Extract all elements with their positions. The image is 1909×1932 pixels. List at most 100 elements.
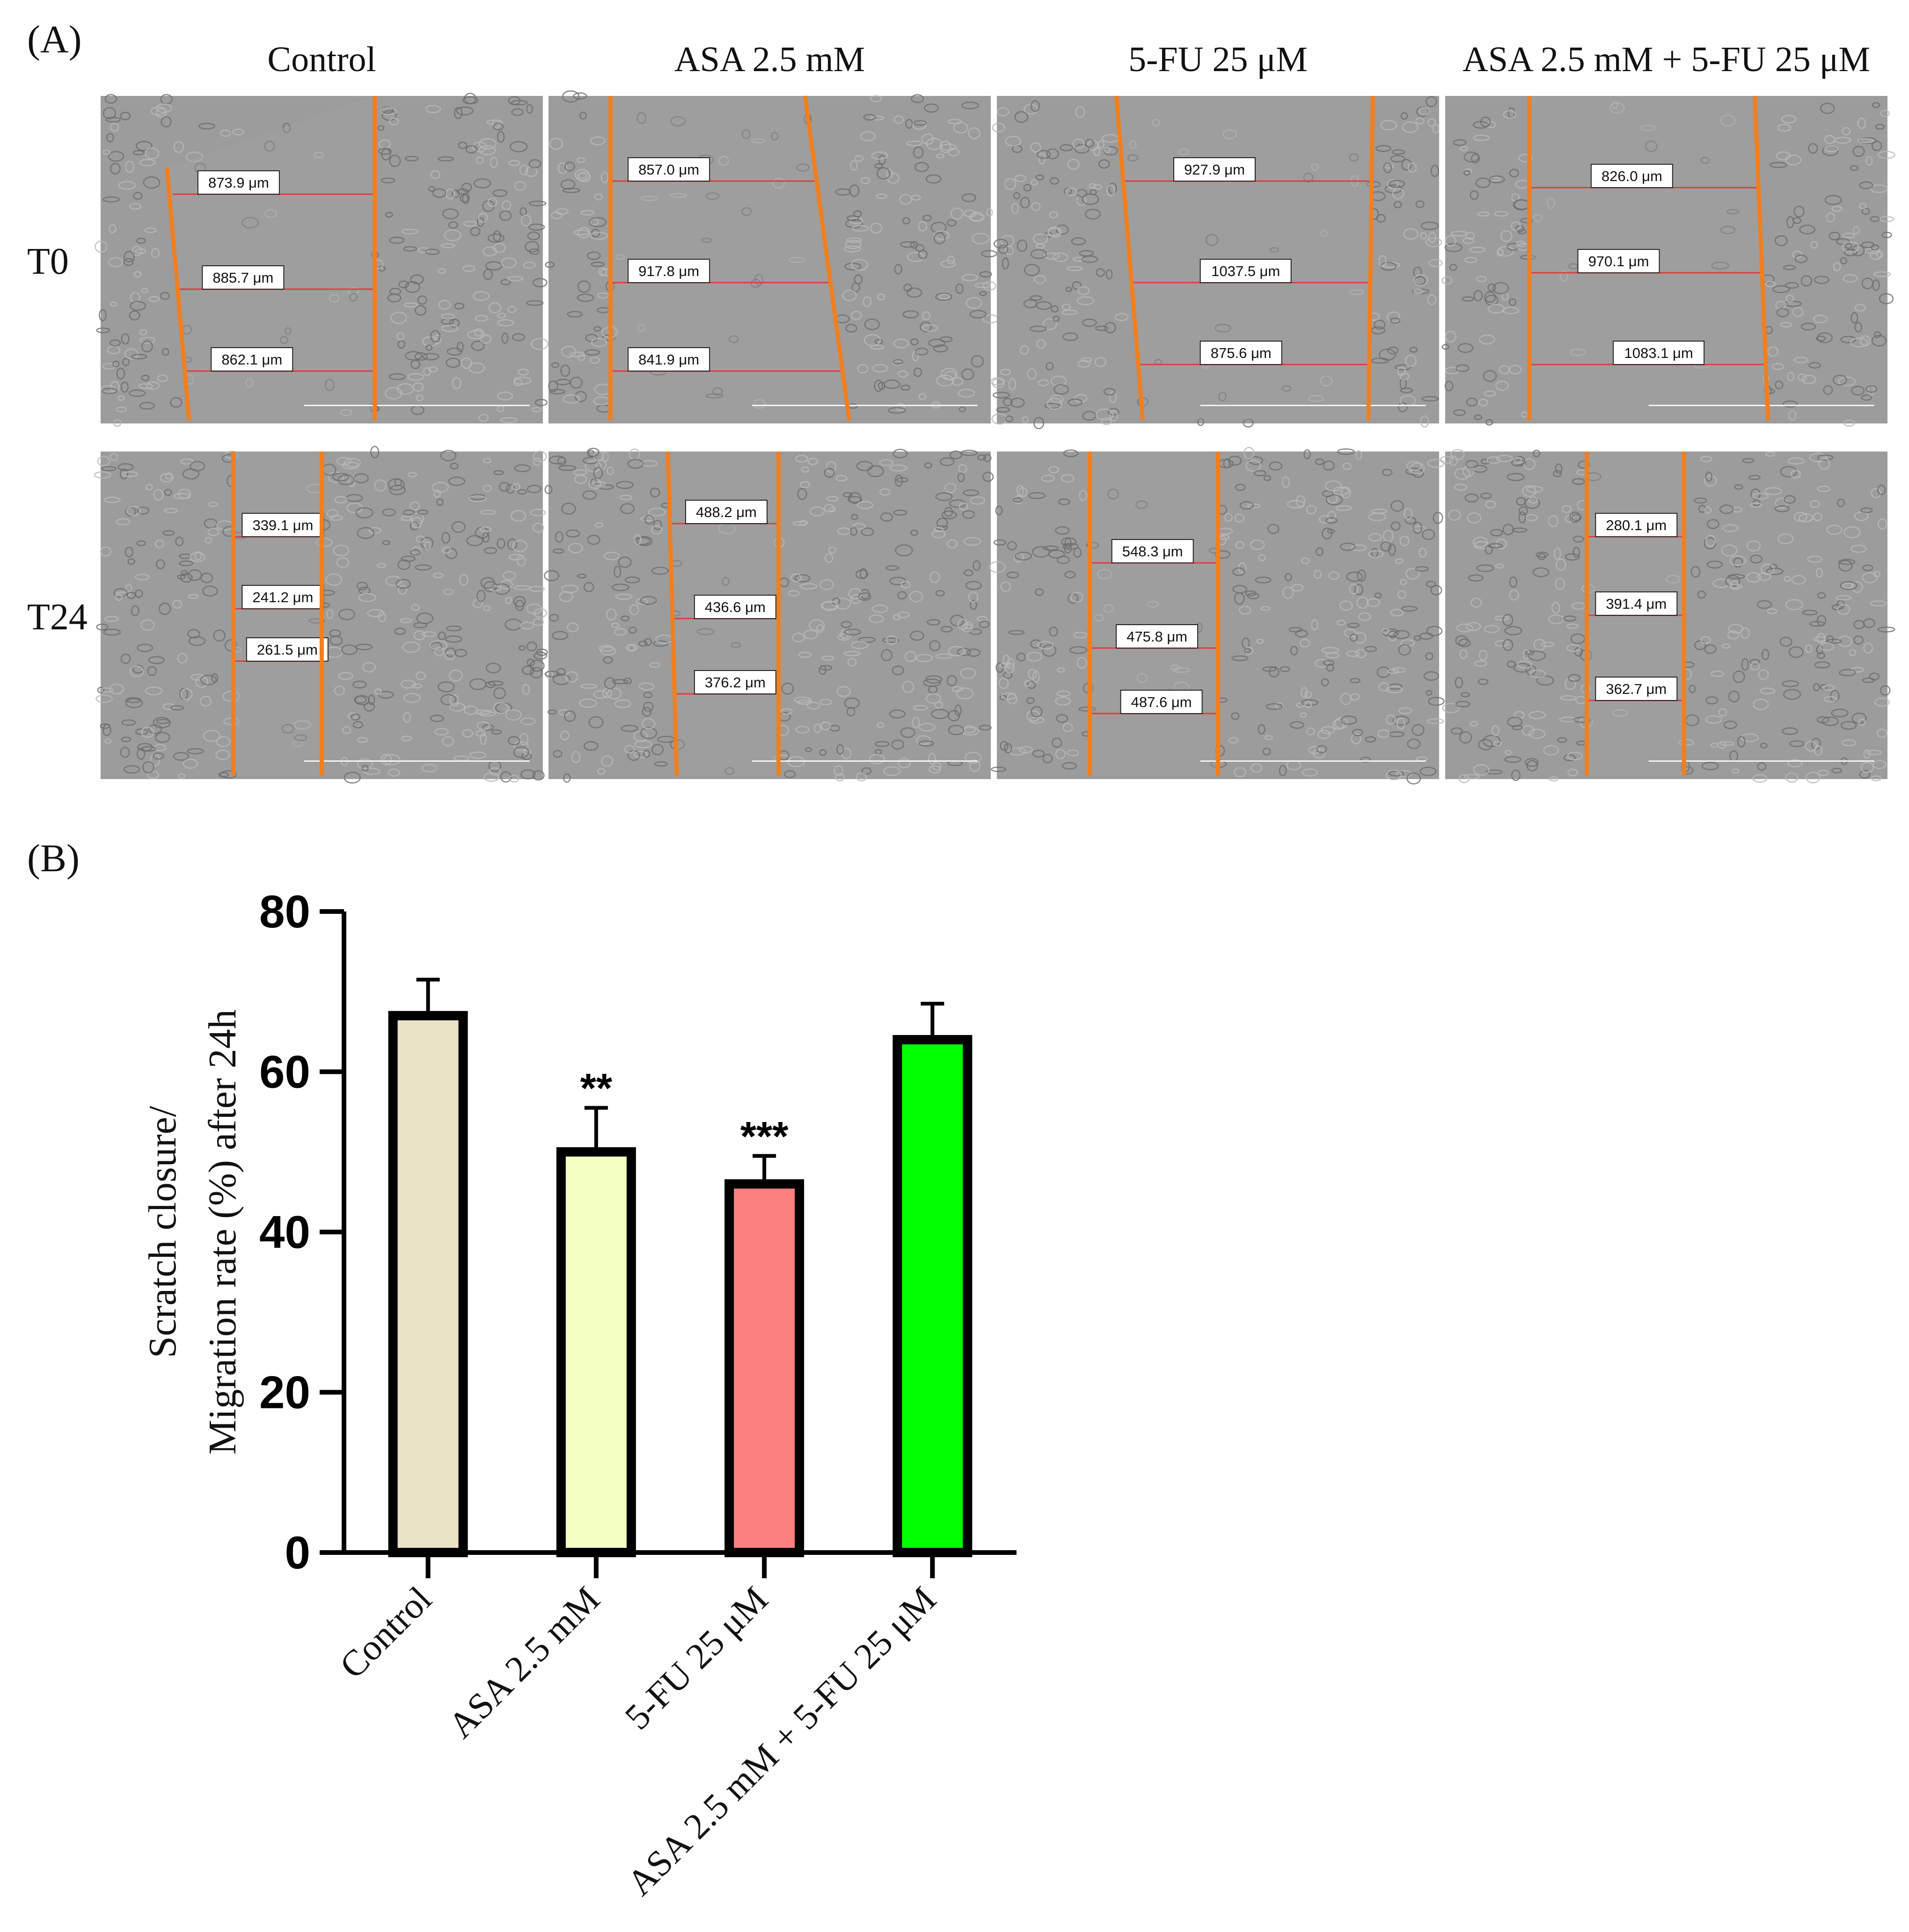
- cell-texture: [512, 540, 528, 553]
- cell-texture: [1322, 490, 1334, 497]
- cell-texture: [910, 530, 919, 536]
- cell-texture: [102, 107, 116, 119]
- y-tick-label: 0: [285, 1527, 310, 1578]
- cell-texture: [1840, 257, 1847, 265]
- cell-texture: [567, 311, 583, 318]
- cell-texture: [264, 140, 275, 152]
- cell-texture: [1694, 640, 1706, 650]
- cell-texture: [958, 388, 975, 398]
- cell-texture: [410, 521, 419, 531]
- cell-texture: [640, 196, 658, 201]
- cell-texture: [1817, 592, 1826, 599]
- cell-texture: [527, 231, 540, 241]
- cell-texture: [879, 488, 891, 496]
- cell-texture: [422, 631, 437, 637]
- cell-texture: [990, 377, 1005, 386]
- cell-texture: [1854, 511, 1869, 521]
- cell-texture: [1017, 239, 1028, 252]
- measurement-label: 280.1 μm: [1606, 517, 1667, 533]
- cell-texture: [102, 388, 118, 394]
- cell-texture: [741, 129, 751, 139]
- cell-texture: [1320, 375, 1333, 386]
- cell-texture: [1750, 554, 1763, 564]
- cell-texture: [788, 590, 800, 597]
- cell-texture: [1474, 414, 1483, 420]
- cell-texture: [1470, 721, 1478, 727]
- cell-texture: [549, 613, 559, 622]
- cell-texture: [955, 284, 964, 294]
- cell-texture: [1765, 451, 1776, 457]
- cell-texture: [400, 618, 412, 623]
- y-tick-label: 60: [259, 1046, 310, 1098]
- cell-texture: [1306, 727, 1315, 736]
- cell-texture: [650, 488, 660, 498]
- cell-texture: [1826, 639, 1842, 644]
- cell-texture: [924, 103, 939, 113]
- x-tick-label: 5-FU 25 μM: [617, 1579, 775, 1737]
- cell-texture: [109, 684, 124, 695]
- cell-texture: [329, 294, 340, 303]
- cell-texture: [1062, 722, 1073, 732]
- cell-texture: [912, 716, 920, 729]
- cell-texture: [1873, 571, 1881, 577]
- cell-texture: [1303, 172, 1314, 183]
- cell-texture: [863, 114, 876, 121]
- measurement-box: [211, 347, 293, 372]
- cell-texture: [992, 392, 1010, 399]
- cell-texture: [856, 773, 867, 781]
- cell-texture: [148, 656, 165, 664]
- cell-texture: [1337, 448, 1355, 455]
- cell-texture: [505, 709, 522, 721]
- cell-texture: [497, 538, 505, 549]
- cell-texture: [1380, 541, 1392, 552]
- cell-texture: [1877, 151, 1895, 159]
- cell-texture: [564, 161, 575, 172]
- cell-texture: [1371, 509, 1387, 514]
- cell-texture: [552, 673, 571, 685]
- cell-texture: [514, 181, 527, 191]
- cell-texture: [1516, 497, 1526, 506]
- cell-texture: [142, 761, 154, 773]
- cell-texture: [1238, 605, 1251, 615]
- cell-texture: [96, 623, 109, 631]
- cell-texture: [1037, 641, 1054, 650]
- cell-texture: [1840, 721, 1857, 730]
- cell-texture: [1831, 708, 1849, 717]
- cell-texture: [124, 765, 140, 774]
- cell-texture: [1214, 323, 1231, 333]
- cell-texture: [380, 107, 397, 115]
- cell-texture: [1496, 455, 1513, 462]
- cell-texture: [145, 686, 163, 695]
- cell-texture: [1764, 487, 1783, 496]
- measurement-label: 475.8 μm: [1126, 628, 1187, 645]
- cell-texture: [410, 501, 420, 510]
- cell-texture: [1492, 282, 1509, 294]
- cell-texture: [1442, 703, 1460, 714]
- cell-texture: [101, 466, 117, 471]
- cell-texture: [1441, 343, 1449, 350]
- cell-texture: [640, 459, 658, 467]
- scratch-edge-line: [165, 168, 191, 421]
- cell-texture: [728, 335, 739, 343]
- cell-texture: [1832, 374, 1847, 386]
- cell-texture: [1258, 724, 1265, 735]
- cell-texture: [1406, 772, 1421, 785]
- cell-texture: [1612, 709, 1628, 717]
- cell-texture: [940, 368, 958, 380]
- scratch-edge-line: [1753, 95, 1770, 421]
- cell-texture: [892, 614, 901, 620]
- cell-texture: [523, 749, 532, 755]
- cell-texture: [401, 228, 419, 235]
- cell-texture: [1052, 737, 1062, 748]
- cell-texture: [120, 747, 130, 758]
- cell-texture: [1388, 770, 1404, 777]
- cell-texture: [1295, 629, 1308, 638]
- cell-texture: [1390, 500, 1404, 512]
- cell-texture: [578, 227, 591, 239]
- cell-texture: [795, 726, 810, 734]
- cell-texture: [162, 348, 169, 356]
- cell-texture: [855, 155, 864, 162]
- cell-texture: [126, 506, 141, 516]
- cell-texture: [1871, 335, 1887, 347]
- cell-texture: [1445, 235, 1456, 247]
